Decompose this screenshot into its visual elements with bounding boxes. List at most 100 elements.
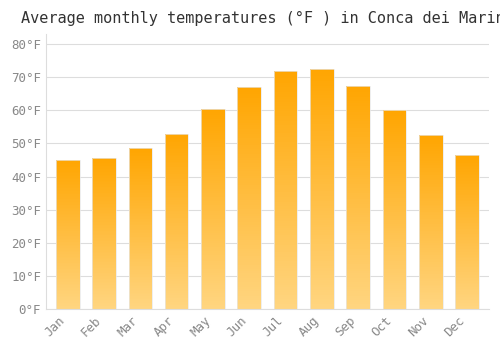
Bar: [201, 195, 225, 197]
Bar: [456, 209, 479, 210]
Bar: [92, 253, 116, 255]
Bar: [346, 231, 370, 233]
Bar: [382, 293, 406, 295]
Bar: [128, 246, 152, 248]
Bar: [274, 283, 297, 285]
Bar: [274, 280, 297, 283]
Bar: [238, 200, 261, 203]
Bar: [56, 264, 80, 266]
Bar: [274, 252, 297, 254]
Bar: [92, 169, 116, 170]
Bar: [128, 225, 152, 227]
Bar: [274, 295, 297, 297]
Bar: [382, 194, 406, 196]
Bar: [56, 278, 80, 279]
Bar: [419, 167, 442, 168]
Bar: [201, 223, 225, 225]
Bar: [310, 86, 334, 88]
Bar: [310, 167, 334, 170]
Bar: [419, 144, 442, 146]
Bar: [238, 87, 261, 309]
Bar: [456, 232, 479, 233]
Bar: [92, 232, 116, 234]
Bar: [201, 169, 225, 171]
Bar: [56, 270, 80, 272]
Bar: [456, 252, 479, 253]
Bar: [382, 128, 406, 130]
Bar: [382, 210, 406, 212]
Bar: [346, 224, 370, 226]
Bar: [274, 78, 297, 80]
Bar: [310, 141, 334, 144]
Bar: [201, 201, 225, 203]
Bar: [419, 231, 442, 232]
Bar: [346, 219, 370, 222]
Bar: [56, 221, 80, 223]
Bar: [310, 150, 334, 153]
Bar: [419, 288, 442, 290]
Bar: [419, 140, 442, 142]
Bar: [92, 256, 116, 258]
Bar: [456, 180, 479, 181]
Bar: [128, 275, 152, 277]
Bar: [382, 231, 406, 233]
Bar: [274, 140, 297, 142]
Bar: [346, 264, 370, 266]
Bar: [128, 184, 152, 186]
Bar: [382, 299, 406, 301]
Bar: [201, 111, 225, 113]
Bar: [310, 261, 334, 263]
Bar: [456, 177, 479, 178]
Bar: [310, 158, 334, 160]
Bar: [165, 170, 188, 172]
Bar: [456, 169, 479, 170]
Bar: [274, 237, 297, 240]
Bar: [310, 96, 334, 98]
Bar: [456, 237, 479, 238]
Bar: [419, 279, 442, 281]
Bar: [92, 190, 116, 191]
Bar: [346, 175, 370, 177]
Bar: [238, 94, 261, 96]
Bar: [382, 307, 406, 309]
Bar: [274, 113, 297, 116]
Bar: [238, 253, 261, 256]
Bar: [310, 198, 334, 201]
Bar: [419, 227, 442, 229]
Bar: [382, 146, 406, 148]
Bar: [165, 292, 188, 293]
Bar: [310, 103, 334, 105]
Bar: [456, 172, 479, 174]
Bar: [56, 307, 80, 309]
Bar: [419, 266, 442, 267]
Bar: [201, 229, 225, 231]
Bar: [310, 282, 334, 285]
Bar: [456, 184, 479, 186]
Bar: [456, 160, 479, 161]
Bar: [274, 118, 297, 121]
Bar: [238, 302, 261, 304]
Bar: [346, 291, 370, 293]
Bar: [382, 245, 406, 247]
Bar: [274, 304, 297, 307]
Bar: [346, 190, 370, 193]
Bar: [310, 203, 334, 206]
Bar: [128, 161, 152, 163]
Bar: [456, 226, 479, 228]
Bar: [201, 211, 225, 213]
Bar: [92, 170, 116, 172]
Bar: [201, 117, 225, 119]
Bar: [310, 177, 334, 179]
Bar: [310, 215, 334, 218]
Bar: [346, 278, 370, 280]
Bar: [346, 215, 370, 217]
Bar: [92, 267, 116, 268]
Bar: [419, 246, 442, 248]
Bar: [238, 240, 261, 243]
Bar: [274, 159, 297, 161]
Bar: [128, 208, 152, 209]
Bar: [201, 271, 225, 273]
Bar: [310, 136, 334, 139]
Bar: [165, 133, 188, 135]
Bar: [346, 202, 370, 204]
